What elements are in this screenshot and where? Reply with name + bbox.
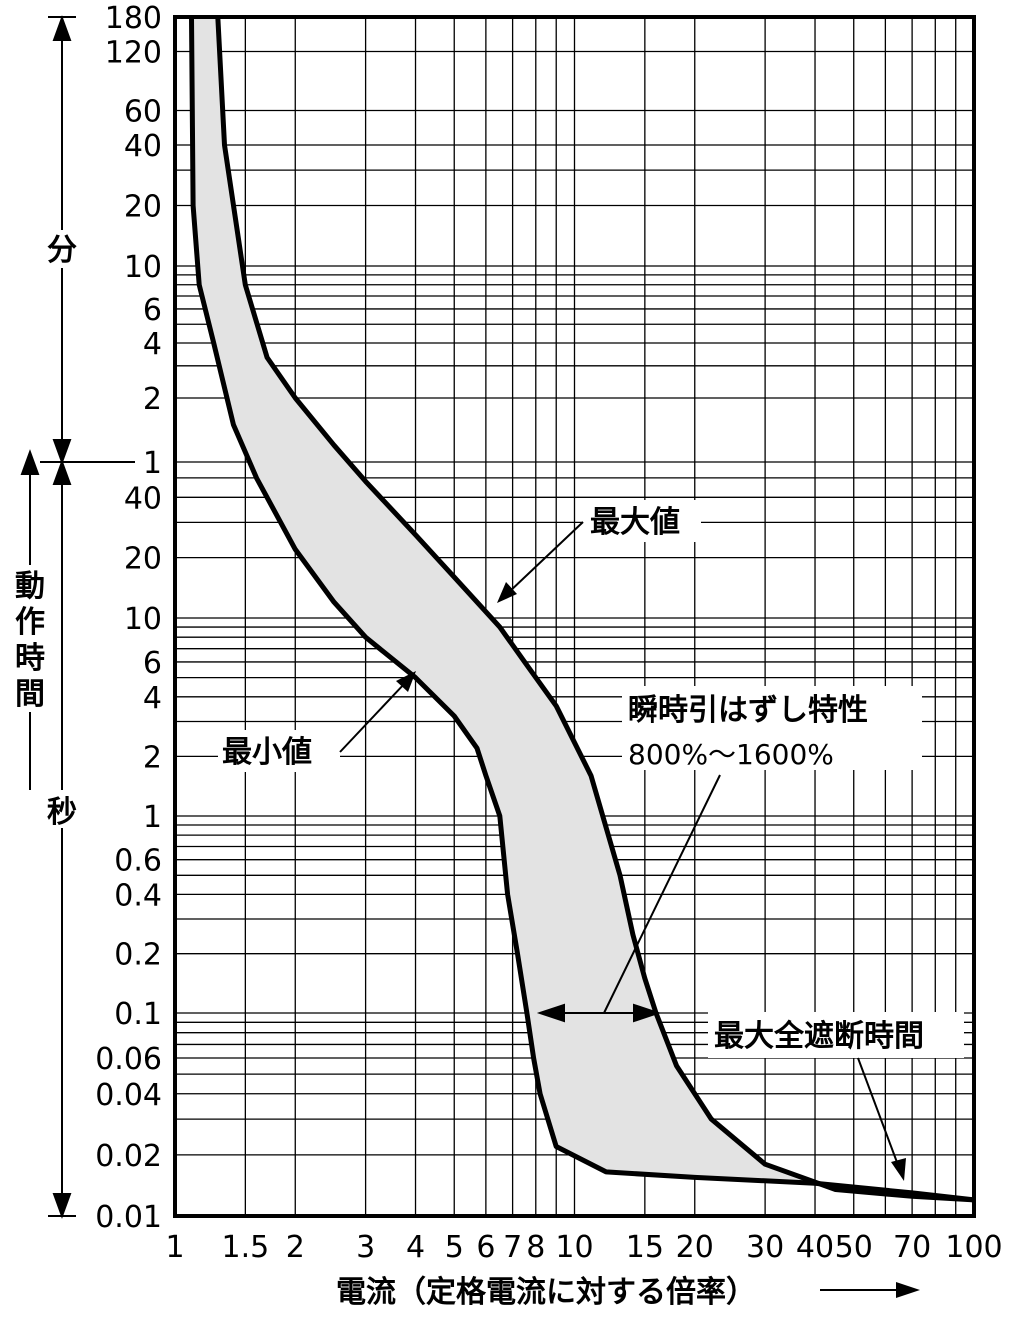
min-label-bg — [218, 730, 340, 772]
x-axis-label: 電流（定格電流に対する倍率） — [336, 1275, 756, 1310]
x-tick-0: 1 — [165, 1230, 184, 1265]
x-tick-15: 70 — [893, 1230, 931, 1265]
series-max-curve — [215, 16, 975, 1203]
x-tick-8: 8 — [526, 1230, 545, 1265]
y-tick-min-7: 4 — [143, 327, 162, 362]
y-tick-min-8: 2 — [143, 382, 162, 417]
y-tick-min-9: 1 — [143, 446, 162, 481]
min-leader-line — [339, 681, 407, 753]
y-axis-label-char: 間 — [15, 677, 45, 712]
x-tick-12: 30 — [746, 1230, 784, 1265]
y-tick-min-5: 10 — [124, 250, 162, 285]
break-leader-line — [857, 1057, 899, 1166]
x-tick-5: 5 — [445, 1230, 464, 1265]
inst-label-bg — [622, 686, 922, 770]
y-axis-label: 動作時間 — [15, 569, 45, 712]
y-tick-min-4: 20 — [124, 190, 162, 225]
max-leader-arrowhead — [497, 582, 517, 603]
y-tick-min-1: 120 — [105, 36, 162, 71]
plot-frame — [173, 15, 976, 1218]
inst-trip-title: 瞬時引はずし特性 — [628, 693, 868, 728]
x-tick-9: 10 — [555, 1230, 593, 1265]
y-tick-sec-13: 0.02 — [95, 1139, 162, 1174]
y-axis-label-char: 動 — [15, 569, 45, 604]
minutes-unit-label: 分 — [47, 233, 77, 268]
y-tick-labels: 18012060402010642140201064210.60.40.20.1… — [95, 1, 162, 1235]
max-leader-line — [507, 521, 584, 594]
y-tick-sec-12: 0.04 — [95, 1078, 162, 1113]
x-tick-2: 2 — [286, 1230, 305, 1265]
x-tick-14: 50 — [835, 1230, 873, 1265]
y-tick-sec-2: 10 — [124, 602, 162, 637]
time-unit-brackets — [20, 15, 135, 1219]
max-label-bg — [583, 500, 701, 542]
x-tick-1: 1.5 — [221, 1230, 269, 1265]
y-tick-sec-14: 0.01 — [95, 1200, 162, 1235]
y-tick-sec-6: 1 — [143, 800, 162, 835]
x-tick-labels: 1 1.5 2 3 4 5 6 7 8 10 15 20 30 40 50 70 100 — [165, 1230, 1002, 1265]
min-value-label: 最小値 — [222, 735, 312, 770]
y-tick-sec-3: 6 — [143, 646, 162, 681]
inst-trip-range: 800%〜1600% — [628, 738, 834, 771]
y-axis-label-char: 時 — [15, 641, 45, 676]
max-value-label: 最大値 — [590, 505, 680, 540]
y-tick-sec-10: 0.1 — [114, 997, 162, 1032]
x-axis-arrow — [820, 1282, 920, 1298]
inst-range-arrows — [536, 1003, 662, 1023]
y-tick-sec-8: 0.4 — [114, 878, 162, 913]
y-tick-min-3: 40 — [124, 129, 162, 164]
y-tick-sec-1: 20 — [124, 542, 162, 577]
seconds-unit-label: 秒 — [47, 795, 77, 830]
x-tick-7: 7 — [503, 1230, 522, 1265]
break-leader-arrowhead — [891, 1158, 906, 1181]
x-tick-4: 4 — [406, 1230, 425, 1265]
total-break-label: 最大全遮断時間 — [714, 1019, 924, 1054]
y-tick-min-2: 60 — [124, 94, 162, 129]
y-tick-sec-5: 2 — [143, 740, 162, 775]
x-tick-3: 3 — [356, 1230, 375, 1265]
y-tick-sec-4: 4 — [143, 681, 162, 716]
y-tick-sec-7: 0.6 — [114, 844, 162, 879]
tolerance-band — [191, 17, 974, 1200]
inst-leader-line — [603, 774, 721, 1014]
y-axis-label-char: 作 — [15, 605, 45, 640]
x-tick-6: 6 — [476, 1230, 495, 1265]
y-tick-min-0: 180 — [105, 1, 162, 36]
break-label-bg — [708, 1012, 964, 1058]
x-tick-13: 40 — [796, 1230, 834, 1265]
y-tick-sec-0: 40 — [124, 481, 162, 516]
x-tick-10: 15 — [626, 1230, 664, 1265]
min-leader-arrowhead — [396, 671, 416, 692]
x-tick-11: 20 — [676, 1230, 714, 1265]
x-tick-16: 100 — [945, 1230, 1002, 1265]
y-tick-min-6: 6 — [143, 293, 162, 328]
series-min-curve — [189, 16, 975, 1203]
y-tick-sec-11: 0.06 — [95, 1042, 162, 1077]
y-tick-sec-9: 0.2 — [114, 938, 162, 973]
